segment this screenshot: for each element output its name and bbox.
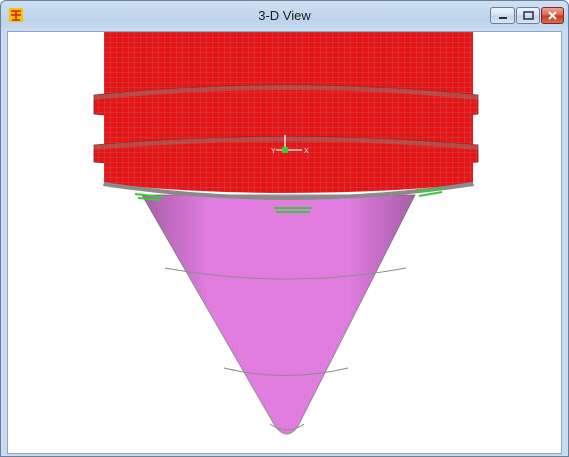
- title-bar[interactable]: 3-D View: [1, 1, 568, 31]
- structure-model: X Y: [93, 32, 479, 435]
- close-icon: [548, 11, 557, 20]
- axis-x-label: X: [304, 148, 309, 155]
- app-icon[interactable]: [9, 8, 23, 22]
- minimize-button[interactable]: [490, 7, 515, 24]
- maximize-icon: [523, 11, 534, 20]
- support-markers: [134, 187, 445, 213]
- axis-triad-icon: X Y: [271, 135, 309, 155]
- cone-hopper: [141, 194, 416, 435]
- axis-y-label: Y: [271, 148, 276, 155]
- close-button[interactable]: [541, 7, 564, 24]
- maximize-button[interactable]: [516, 7, 540, 24]
- minimize-icon: [499, 17, 507, 19]
- window-title: 3-D View: [258, 8, 311, 23]
- cylinder-shell: [93, 32, 479, 200]
- 3d-view-canvas[interactable]: X Y: [7, 31, 562, 454]
